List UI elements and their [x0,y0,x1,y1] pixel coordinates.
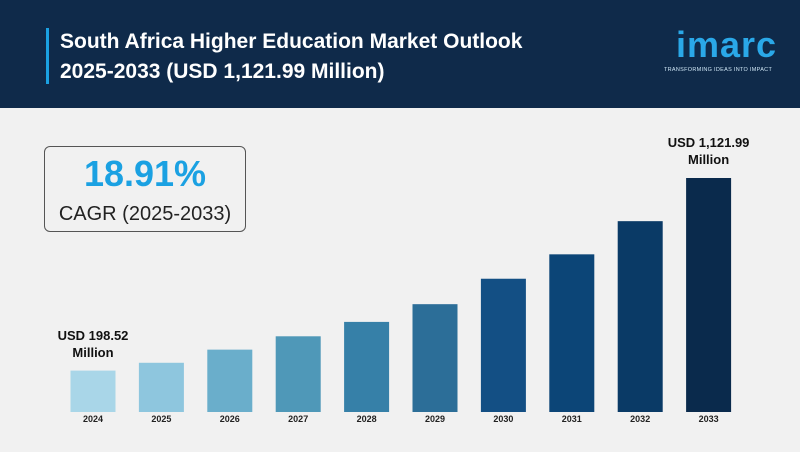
bar [549,254,595,412]
bar [344,321,390,412]
x-tick-label: 2027 [288,414,308,424]
bar [138,362,184,412]
value-label: USD 1,121.99 Million [667,135,750,167]
chart-title: South Africa Higher Education Market Out… [60,30,523,83]
x-tick-label: 2026 [220,414,240,424]
header: South Africa Higher Education Market Out… [0,0,800,108]
cagr-value: 18.91% [83,153,207,194]
x-tick-label: 2025 [151,414,171,424]
x-tick-label: 2028 [357,414,377,424]
x-tick-label: 2030 [493,414,513,424]
brand-logo: imarc [676,24,778,65]
bar [275,336,321,412]
x-tick-label: 2031 [562,414,582,424]
accent-bar [46,28,49,84]
brand-tagline: TRANSFORMING IDEAS INTO IMPACT [664,67,773,73]
x-tick-label: 2024 [83,414,103,424]
value-label: USD 198.52 Million [57,327,129,360]
x-tick-label: 2032 [630,414,650,424]
cagr-label: CAGR (2025-2033) [58,203,232,225]
bar [480,278,526,412]
bar [686,178,732,412]
bar [207,349,253,412]
bar [412,304,458,412]
cagr-box: 18.91% CAGR (2025-2033) [44,146,246,232]
x-tick-label: 2029 [425,414,445,424]
x-tick-label: 2033 [699,414,719,424]
bar [70,370,116,412]
bar [617,221,663,412]
